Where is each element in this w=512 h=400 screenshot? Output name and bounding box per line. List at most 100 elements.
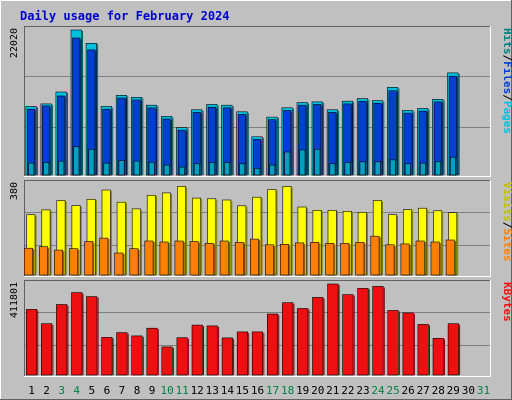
bar-kbytes-day-26 [402, 312, 414, 376]
legend-item-4: Pages [501, 101, 512, 134]
bar-kbytes-day-12 [191, 324, 203, 376]
bar-sites-day-23 [355, 242, 365, 276]
bar-sites-day-14 [219, 240, 229, 276]
panel-legend: Visits/Sites [501, 182, 512, 262]
bar-kbytes-day-5 [86, 296, 98, 376]
bar-pages-day-7 [118, 160, 125, 176]
bar-pages-day-15 [239, 163, 245, 176]
legend-item-1: / [501, 55, 512, 62]
bar-sites-day-8 [129, 248, 139, 276]
bar-pages-day-4 [73, 146, 80, 176]
bar-kbytes-day-1 [25, 309, 38, 376]
bar-pages-day-28 [434, 161, 441, 176]
x-tick-day-25: 25 [386, 384, 399, 397]
x-tick-day-6: 6 [104, 384, 111, 397]
bar-pages-day-14 [224, 162, 230, 176]
bar-kbytes-day-28 [432, 337, 444, 376]
x-tick-day-20: 20 [311, 384, 324, 397]
x-tick-day-15: 15 [236, 384, 249, 397]
bar-pages-day-29 [449, 156, 456, 176]
bar-kbytes-day-15 [236, 331, 248, 376]
bar-sites-day-20 [310, 242, 320, 276]
bar-pages-day-24 [374, 161, 381, 176]
x-tick-day-24: 24 [371, 384, 385, 397]
bar-pages-day-8 [133, 160, 140, 176]
bar-kbytes-day-27 [417, 324, 429, 376]
bar-pages-day-20 [314, 149, 321, 176]
bar-kbytes-day-29 [447, 323, 459, 376]
bar-kbytes-day-25 [387, 310, 399, 376]
bar-sites-day-10 [159, 241, 169, 276]
x-tick-day-31: 31 [477, 384, 490, 397]
bar-kbytes-day-2 [40, 323, 53, 376]
bar-pages-day-10 [163, 164, 170, 176]
x-tick-day-16: 16 [251, 384, 264, 397]
x-tick-day-1: 1 [28, 384, 35, 397]
panel-hits-files-pages: 22020 Hits/Files/Pages [9, 26, 512, 177]
bar-kbytes-day-7 [116, 332, 128, 376]
bar-sites-day-26 [400, 243, 410, 276]
x-tick-day-2: 2 [43, 384, 50, 397]
panels-layer: 22020 Hits/Files/Pages 380 Visits/Sites 4118… [9, 26, 512, 377]
x-tick-day-13: 13 [206, 384, 219, 397]
y-max-tick: 22020 [9, 28, 20, 58]
bar-sites-day-25 [385, 244, 395, 276]
bar-sites-day-4 [69, 248, 79, 276]
bar-kbytes-day-9 [146, 327, 158, 376]
legend-item-3: / [501, 94, 512, 101]
bar-pages-day-6 [103, 162, 110, 176]
panel-kbytes: 411801 KBytes [9, 280, 512, 377]
x-tick-day-21: 21 [326, 384, 339, 397]
bar-sites-day-17 [264, 244, 274, 276]
bar-pages-day-2 [43, 162, 50, 176]
bar-pages-day-19 [299, 149, 306, 176]
x-tick-day-26: 26 [401, 384, 414, 397]
bar-sites-day-27 [415, 240, 425, 276]
x-tick-day-5: 5 [88, 384, 95, 397]
bar-kbytes-day-16 [251, 331, 263, 376]
bar-sites-day-7 [114, 252, 124, 276]
legend-item-0: KBytes [501, 282, 512, 322]
bar-kbytes-day-21 [327, 283, 339, 376]
x-tick-day-30: 30 [462, 384, 475, 397]
bar-pages-day-11 [178, 166, 185, 176]
x-tick-day-19: 19 [296, 384, 309, 397]
bar-pages-day-27 [419, 162, 426, 176]
bar-pages-day-13 [209, 162, 215, 176]
bar-kbytes-day-6 [101, 337, 113, 376]
y-max-tick: 380 [9, 182, 20, 200]
bar-pages-day-1 [28, 162, 35, 176]
bar-pages-day-9 [148, 162, 155, 176]
x-tick-day-14: 14 [221, 384, 235, 397]
bar-kbytes-day-14 [221, 337, 233, 376]
bar-pages-day-26 [404, 163, 411, 176]
bar-kbytes-day-11 [176, 337, 188, 376]
bar-pages-day-23 [359, 161, 366, 176]
bar-sites-day-22 [340, 243, 350, 276]
bar-pages-day-5 [88, 149, 95, 176]
bar-sites-day-12 [189, 241, 199, 276]
bar-sites-day-9 [144, 240, 154, 276]
x-tick-day-3: 3 [58, 384, 65, 397]
bar-kbytes-day-20 [312, 297, 324, 376]
bar-kbytes-day-19 [297, 308, 309, 376]
x-tick-day-10: 10 [160, 384, 173, 397]
panel-visits-sites: 380 Visits/Sites [9, 180, 512, 277]
bar-kbytes-day-24 [372, 286, 384, 376]
legend-item-1: / [501, 222, 512, 229]
bar-sites-day-28 [430, 241, 440, 276]
x-tick-day-7: 7 [119, 384, 126, 397]
bar-sites-day-29 [445, 239, 455, 276]
bar-kbytes-day-8 [131, 335, 143, 376]
panel-legend: Hits/Files/Pages [501, 28, 512, 134]
x-tick-day-23: 23 [356, 384, 369, 397]
bar-kbytes-day-17 [266, 313, 279, 376]
bar-sites-day-3 [54, 249, 64, 276]
bar-pages-day-17 [269, 164, 276, 176]
bar-kbytes-day-13 [206, 325, 218, 376]
bar-pages-day-22 [344, 162, 351, 176]
x-tick-day-11: 11 [176, 384, 189, 397]
bar-sites-day-15 [234, 242, 244, 276]
